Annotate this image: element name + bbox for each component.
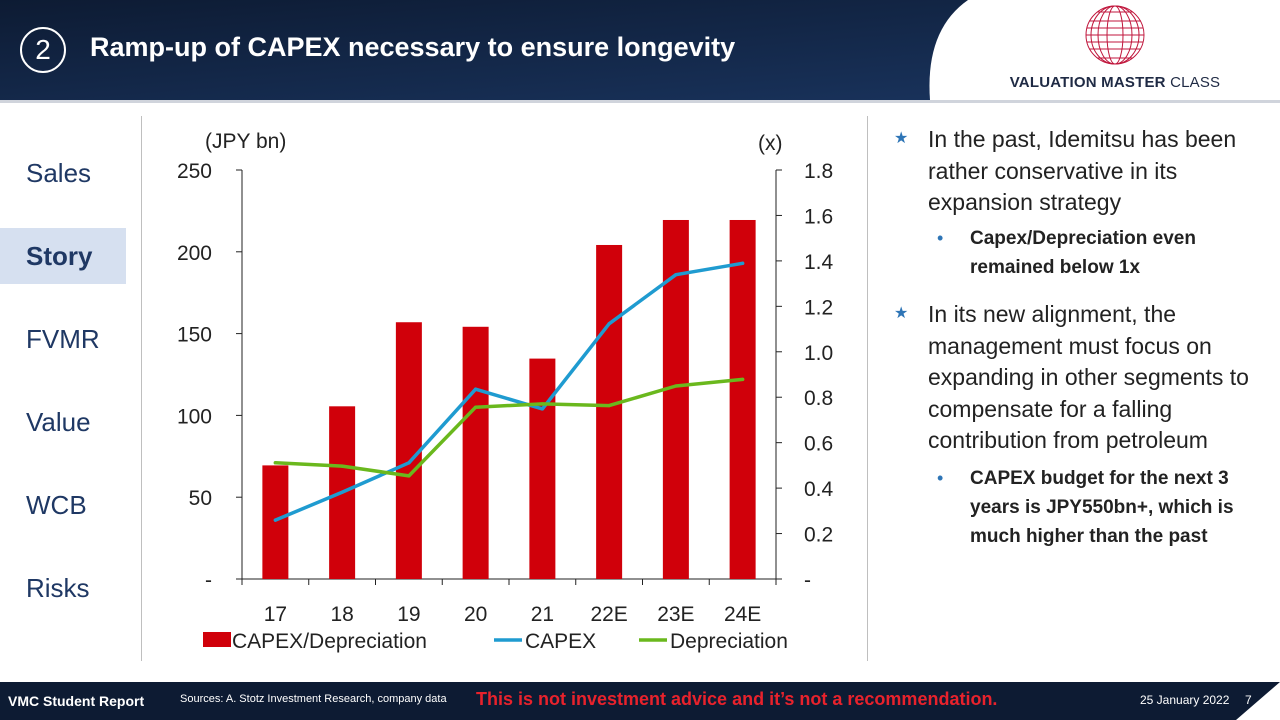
nav-item-wcb[interactable]: WCB — [26, 490, 87, 520]
slide-number-badge: 2 — [20, 27, 66, 73]
legend-label-depreciation: Depreciation — [670, 630, 788, 653]
right-axis-tick-label: 0.2 — [804, 524, 833, 547]
depreciation-point — [674, 384, 678, 388]
depreciation-point — [273, 461, 277, 465]
chart-axes — [236, 169, 782, 585]
capex-point — [474, 387, 478, 391]
slide-header: 2 Ramp-up of CAPEX necessary to ensure l… — [0, 0, 1280, 100]
capex-depreciation-bar — [596, 244, 623, 579]
bullet-text: In its new alignment, the management mus… — [928, 301, 1249, 453]
nav-item-sales[interactable]: Sales — [26, 158, 92, 188]
capex-depreciation-bar — [462, 326, 489, 579]
legend-swatch-capex-depreciation — [203, 632, 231, 647]
page-number: 7 — [1245, 693, 1252, 707]
disclaimer: This is not investment advice and it’s n… — [476, 689, 998, 709]
right-axis-tick-label: 1.2 — [804, 296, 833, 319]
x-axis-tick-label: 21 — [531, 603, 554, 626]
capex-point — [674, 273, 678, 277]
right-axis-tick-label: 1.6 — [804, 205, 833, 228]
capex-point — [540, 407, 544, 411]
dot-bullet-icon: • — [937, 468, 944, 488]
right-axis-tick-label: - — [804, 569, 811, 592]
x-axis-tick-label: 24E — [724, 603, 761, 626]
capex-depreciation-bar — [395, 322, 422, 579]
legend-label-capex: CAPEX — [525, 630, 596, 653]
x-axis-tick-label: 19 — [397, 603, 420, 626]
nav-item-risks[interactable]: Risks — [26, 573, 90, 603]
sources-note: Sources: A. Stotz Investment Research, c… — [180, 693, 447, 705]
depreciation-point — [741, 377, 745, 382]
capex-point — [607, 322, 611, 326]
dot-bullet-icon: • — [937, 228, 944, 248]
left-axis-tick-label: 50 — [189, 487, 212, 510]
depreciation-point — [474, 405, 478, 409]
nav-item-fvmr[interactable]: FVMR — [26, 324, 100, 354]
depreciation-line — [273, 377, 745, 478]
depreciation-point — [340, 464, 344, 468]
brand-name-light: CLASS — [1170, 74, 1221, 91]
sub-bullet-text: CAPEX budget for the next 3 years is JPY… — [970, 468, 1234, 547]
left-axis-tick-label: 250 — [177, 160, 212, 183]
capex-point — [340, 490, 344, 494]
nav-item-story[interactable]: Story — [0, 228, 126, 284]
report-date: 25 January 2022 — [1140, 693, 1230, 707]
star-bullet-icon: ★ — [894, 305, 909, 322]
nav-item-value[interactable]: Value — [26, 407, 91, 437]
capex-line — [273, 261, 745, 522]
x-axis-tick-label: 23E — [657, 603, 694, 626]
right-axis-tick-label: 1.0 — [804, 342, 833, 365]
left-axis-unit: (JPY bn) — [205, 130, 286, 153]
globe-icon — [1085, 5, 1145, 65]
sub-bullet-text: Capex/Depreciation even remained below 1… — [970, 228, 1196, 278]
right-axis-tick-label: 0.8 — [804, 387, 833, 410]
capex-depreciation-bar — [529, 358, 556, 579]
x-axis-tick-label: 17 — [264, 603, 287, 626]
bullet-text: In the past, Idemitsu has been rather co… — [928, 126, 1237, 215]
panel-divider — [867, 116, 868, 661]
brand-name: VALUATION MASTER CLASS — [1000, 74, 1230, 91]
capex-depreciation-bar — [262, 465, 289, 579]
depreciation-point — [407, 474, 411, 478]
line-series — [273, 261, 745, 522]
right-axis-tick-label: 1.4 — [804, 251, 834, 274]
left-axis-tick-label: 200 — [177, 242, 212, 265]
nav-divider — [141, 116, 142, 661]
legend-label-capex-depreciation: CAPEX/Depreciation — [232, 630, 427, 653]
brand-logo: VALUATION MASTER CLASS — [1000, 4, 1240, 98]
report-label: VMC Student Report — [8, 693, 145, 709]
brand-name-bold: VALUATION MASTER — [1009, 74, 1166, 91]
x-axis-tick-label: 18 — [330, 603, 353, 626]
right-axis-tick-label: 1.8 — [804, 160, 833, 183]
axis-labels: - 50 100 150 200 250 - 0.2 0.4 0.6 0.8 1.0 1.2 1.4 1.6… — [177, 160, 834, 626]
right-axis-unit: (x) — [758, 132, 783, 155]
star-bullet-icon: ★ — [894, 130, 909, 147]
right-axis-tick-label: 0.6 — [804, 433, 833, 456]
right-axis-tick-label: 0.4 — [804, 478, 834, 501]
header-rule — [0, 100, 1280, 103]
left-axis-tick-label: - — [205, 569, 212, 592]
x-axis-tick-label: 20 — [464, 603, 487, 626]
header-banner — [0, 0, 1280, 100]
capex-point — [273, 518, 277, 522]
chart-legend: CAPEX/Depreciation CAPEX Depreciation — [203, 630, 788, 653]
left-axis-tick-label: 150 — [177, 324, 212, 347]
slide-footer: VMC Student Report Sources: A. Stotz Inv… — [0, 682, 1280, 720]
depreciation-point — [607, 403, 611, 408]
capex-point — [407, 461, 411, 465]
capex-point — [741, 261, 745, 265]
depreciation-point — [540, 402, 544, 406]
x-axis-tick-label: 22E — [590, 603, 627, 626]
capex-depreciation-bar — [729, 219, 756, 579]
footer-banner — [0, 682, 1280, 720]
capex-chart: (JPY bn) (x) - 50 100 150 200 250 - 0.2 0.4 0.6 0.… — [177, 130, 834, 653]
slide-title: Ramp-up of CAPEX necessary to ensure lon… — [90, 32, 736, 62]
left-axis-tick-label: 100 — [177, 405, 212, 428]
